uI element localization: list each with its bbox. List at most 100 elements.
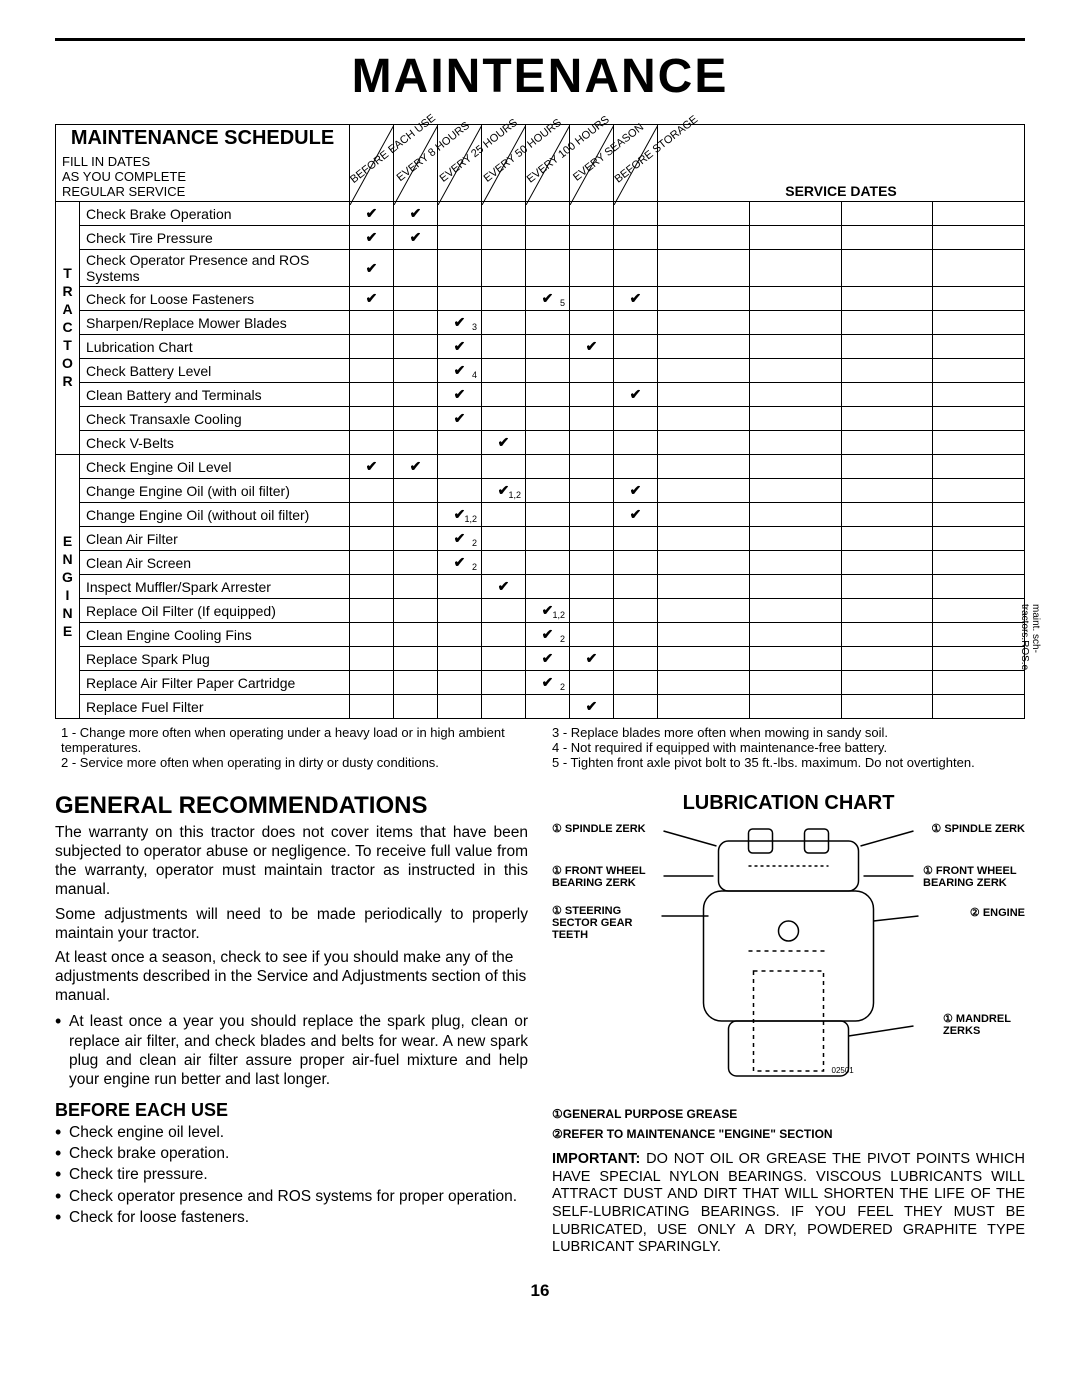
service-date-cell[interactable] — [749, 647, 841, 671]
service-date-cell[interactable] — [841, 599, 933, 623]
check-cell: ✔2 — [526, 623, 570, 647]
service-date-cell[interactable] — [658, 695, 750, 719]
service-date-cell[interactable] — [658, 623, 750, 647]
service-date-cell[interactable] — [933, 671, 1025, 695]
service-date-cell[interactable] — [749, 202, 841, 226]
service-date-cell[interactable] — [749, 527, 841, 551]
service-date-cell[interactable] — [749, 671, 841, 695]
check-cell: ✔ — [350, 226, 394, 250]
service-date-cell[interactable] — [933, 479, 1025, 503]
service-date-cell[interactable] — [749, 575, 841, 599]
service-date-cell[interactable] — [841, 311, 933, 335]
service-date-cell[interactable] — [658, 479, 750, 503]
service-date-cell[interactable] — [933, 226, 1025, 250]
service-date-cell[interactable] — [841, 695, 933, 719]
check-cell — [526, 503, 570, 527]
service-date-cell[interactable] — [658, 226, 750, 250]
check-cell — [482, 695, 526, 719]
service-date-cell[interactable] — [658, 383, 750, 407]
service-date-cell[interactable] — [841, 455, 933, 479]
service-date-cell[interactable] — [933, 311, 1025, 335]
important-text: IMPORTANT: DO NOT OIL OR GREASE THE PIVO… — [552, 1151, 1025, 1257]
service-date-cell[interactable] — [933, 431, 1025, 455]
service-date-cell[interactable] — [933, 407, 1025, 431]
service-date-cell[interactable] — [749, 503, 841, 527]
check-cell — [570, 287, 614, 311]
service-date-cell[interactable] — [841, 226, 933, 250]
service-date-cell[interactable] — [658, 359, 750, 383]
service-date-cell[interactable] — [933, 527, 1025, 551]
service-date-cell[interactable] — [841, 202, 933, 226]
service-date-cell[interactable] — [841, 250, 933, 287]
service-date-cell[interactable] — [933, 647, 1025, 671]
check-cell: ✔4 — [438, 359, 482, 383]
service-date-cell[interactable] — [933, 455, 1025, 479]
service-date-cell[interactable] — [749, 623, 841, 647]
service-date-cell[interactable] — [658, 287, 750, 311]
check-cell — [394, 287, 438, 311]
service-date-cell[interactable] — [658, 551, 750, 575]
service-date-cell[interactable] — [933, 599, 1025, 623]
service-date-cell[interactable] — [658, 575, 750, 599]
service-date-cell[interactable] — [749, 407, 841, 431]
service-date-cell[interactable] — [749, 695, 841, 719]
service-date-cell[interactable] — [749, 226, 841, 250]
service-date-cell[interactable] — [841, 647, 933, 671]
service-date-cell[interactable] — [658, 311, 750, 335]
service-date-cell[interactable] — [933, 250, 1025, 287]
service-date-cell[interactable] — [841, 287, 933, 311]
service-date-cell[interactable] — [749, 431, 841, 455]
service-date-cell[interactable] — [933, 503, 1025, 527]
service-date-cell[interactable] — [933, 383, 1025, 407]
check-cell: ✔ — [614, 287, 658, 311]
service-date-cell[interactable] — [658, 250, 750, 287]
service-date-cell[interactable] — [933, 623, 1025, 647]
service-date-cell[interactable] — [749, 479, 841, 503]
service-date-cell[interactable] — [749, 455, 841, 479]
service-date-cell[interactable] — [841, 407, 933, 431]
service-date-cell[interactable] — [749, 383, 841, 407]
service-date-cell[interactable] — [658, 335, 750, 359]
service-date-cell[interactable] — [933, 202, 1025, 226]
service-date-cell[interactable] — [749, 599, 841, 623]
service-date-cell[interactable] — [841, 335, 933, 359]
service-date-cell[interactable] — [749, 250, 841, 287]
service-date-cell[interactable] — [749, 335, 841, 359]
service-date-cell[interactable] — [933, 551, 1025, 575]
service-date-cell[interactable] — [841, 431, 933, 455]
service-date-cell[interactable] — [841, 623, 933, 647]
service-date-cell[interactable] — [933, 359, 1025, 383]
service-date-cell[interactable] — [841, 671, 933, 695]
service-date-cell[interactable] — [658, 527, 750, 551]
service-date-cell[interactable] — [841, 503, 933, 527]
service-date-cell[interactable] — [841, 551, 933, 575]
service-date-cell[interactable] — [658, 599, 750, 623]
service-date-cell[interactable] — [658, 647, 750, 671]
service-date-cell[interactable] — [658, 202, 750, 226]
check-cell — [350, 575, 394, 599]
service-date-cell[interactable] — [749, 359, 841, 383]
service-date-cell[interactable] — [658, 431, 750, 455]
service-date-cell[interactable] — [749, 287, 841, 311]
service-date-cell[interactable] — [841, 359, 933, 383]
service-date-cell[interactable] — [933, 575, 1025, 599]
before-item: Check brake operation. — [69, 1144, 528, 1163]
task-cell: Change Engine Oil (with oil filter) — [80, 479, 350, 503]
service-date-cell[interactable] — [658, 503, 750, 527]
service-date-cell[interactable] — [658, 407, 750, 431]
service-date-cell[interactable] — [933, 335, 1025, 359]
service-date-cell[interactable] — [841, 527, 933, 551]
service-date-cell[interactable] — [933, 695, 1025, 719]
service-date-cell[interactable] — [933, 287, 1025, 311]
callout-mandrel: ① MANDREL ZERKS — [943, 1013, 1025, 1037]
service-date-cell[interactable] — [841, 575, 933, 599]
service-date-cell[interactable] — [841, 479, 933, 503]
service-date-cell[interactable] — [841, 383, 933, 407]
check-cell — [526, 202, 570, 226]
check-cell — [482, 202, 526, 226]
service-date-cell[interactable] — [749, 551, 841, 575]
check-cell — [350, 671, 394, 695]
service-date-cell[interactable] — [658, 455, 750, 479]
service-date-cell[interactable] — [749, 311, 841, 335]
service-date-cell[interactable] — [658, 671, 750, 695]
